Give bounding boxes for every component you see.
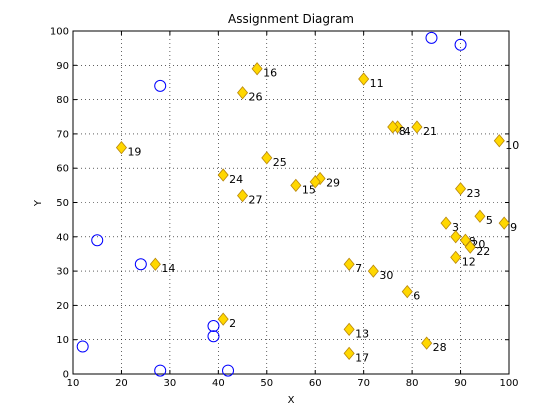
point-label: 28: [433, 341, 447, 354]
x-tick-label: 30: [164, 378, 177, 389]
grid-lines: [73, 31, 509, 374]
circle-marker: [454, 38, 467, 51]
point-label: 2: [229, 317, 236, 330]
point-label: 7: [355, 262, 362, 275]
diamond-marker: [217, 312, 229, 326]
circle-marker: [207, 330, 220, 343]
point-label: 17: [355, 351, 369, 364]
circle-marker: [207, 319, 220, 332]
diamond-marker: [440, 216, 452, 230]
diamond-marker: [115, 140, 127, 155]
point-label: 27: [249, 194, 263, 207]
y-axis-label: Y: [33, 199, 44, 207]
point-label: 3: [452, 221, 459, 234]
diamond-marker: [261, 151, 273, 165]
point-label: 4: [404, 125, 411, 138]
point-label: 26: [249, 91, 263, 104]
point-label: 24: [229, 173, 243, 186]
diamond-marker: [401, 285, 413, 299]
diamond-marker: [464, 240, 476, 254]
point-label: 5: [486, 214, 493, 227]
diamond-marker: [217, 168, 229, 182]
point-label: 23: [467, 187, 481, 200]
point-label: 6: [413, 290, 420, 303]
chart-title: Assignment Diagram: [228, 12, 354, 26]
diamond-marker: [493, 134, 505, 148]
x-tick-label: 70: [357, 378, 370, 389]
y-tick-label: 80: [56, 95, 69, 106]
point-label: 21: [423, 125, 437, 138]
diamond-marker: [455, 182, 467, 196]
diamond-marker: [237, 189, 249, 203]
point-label: 30: [379, 269, 393, 282]
x-tick-label: 60: [309, 378, 322, 389]
diamond-marker: [474, 209, 486, 223]
y-tick-label: 0: [63, 370, 69, 381]
data-markers: 2345678910111213141516171819202122232425…: [76, 31, 519, 377]
point-label: 11: [370, 77, 384, 90]
x-tick-label: 20: [115, 378, 128, 389]
circle-marker: [134, 258, 147, 271]
diamond-marker: [421, 336, 433, 350]
plot-area: [72, 30, 510, 375]
point-label: 22: [476, 245, 490, 258]
point-label: 10: [505, 139, 519, 152]
point-label: 9: [510, 221, 517, 234]
y-tick-label: 70: [56, 129, 69, 140]
diamond-marker: [343, 322, 355, 337]
diamond-marker: [251, 62, 263, 76]
diamond-marker: [387, 120, 399, 134]
circle-marker: [91, 234, 104, 247]
x-tick-label: 90: [454, 378, 467, 389]
diamond-marker: [411, 120, 423, 134]
diamond-marker: [358, 72, 370, 86]
diamond-marker: [343, 346, 355, 361]
point-label: 13: [355, 327, 369, 340]
circle-marker: [425, 31, 438, 44]
circle-marker: [222, 364, 235, 377]
point-label: 8: [399, 125, 406, 138]
y-tick-label: 60: [56, 164, 69, 175]
point-label: 25: [273, 156, 287, 169]
point-label: 15: [302, 183, 316, 196]
point-label: 19: [127, 146, 141, 159]
diamond-marker: [498, 216, 510, 230]
x-tick-label: 10: [67, 378, 80, 389]
circle-marker: [154, 364, 167, 377]
diamond-marker: [237, 86, 249, 100]
y-tick-label: 30: [56, 267, 69, 278]
point-label: 29: [326, 176, 340, 189]
point-label: 16: [263, 67, 277, 80]
y-tick-label: 50: [56, 198, 69, 209]
diamond-marker: [450, 230, 462, 244]
diamond-marker: [343, 257, 355, 271]
x-tick-label: 50: [260, 378, 273, 389]
point-label: 14: [161, 262, 175, 275]
diamond-marker: [367, 264, 379, 278]
x-tick-label: 80: [406, 378, 419, 389]
diamond-marker: [149, 257, 161, 271]
circle-marker: [76, 340, 89, 353]
diamond-marker: [459, 233, 471, 247]
circle-marker: [154, 79, 167, 92]
y-tick-label: 10: [56, 335, 69, 346]
x-tick-label: 100: [499, 378, 518, 389]
y-tick-label: 100: [50, 27, 69, 38]
y-tick-label: 40: [56, 232, 69, 243]
y-tick-label: 90: [56, 61, 69, 72]
x-axis-label: X: [288, 395, 295, 406]
point-label: 12: [462, 255, 476, 268]
y-tick-label: 20: [56, 301, 69, 312]
diamond-marker: [450, 250, 462, 265]
diamond-marker: [290, 178, 302, 192]
diamond-marker: [309, 175, 321, 189]
axis-ticks: 10 20 30 40 50 60 70 80 90 1000102030405060708090…: [50, 27, 519, 390]
x-tick-label: 40: [212, 378, 225, 389]
